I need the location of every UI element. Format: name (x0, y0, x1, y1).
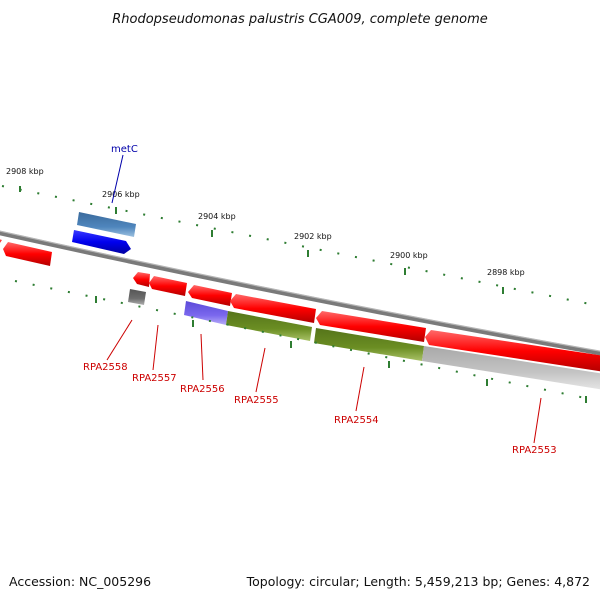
tick-label: 2908 kbp (6, 167, 44, 176)
gene-label-RPA2555[interactable]: RPA2555 (234, 395, 279, 406)
page-title: Rhodopseudomonas palustris CGA009, compl… (112, 12, 488, 27)
tick-label: 2904 kbp (198, 212, 236, 221)
gene-arrow[interactable] (0, 238, 2, 250)
genome-backbone (0, 230, 600, 356)
gene-label-RPA2558[interactable]: RPA2558 (83, 362, 128, 373)
leader-line (200, 333, 204, 381)
metC-gene-arrow[interactable] (72, 230, 131, 254)
outer-major-ticks (19, 186, 504, 294)
gene-label-RPA2553[interactable]: RPA2553 (512, 445, 557, 456)
feature-block-purple[interactable] (184, 301, 228, 325)
leader-line (255, 347, 266, 393)
gene-label-RPA2557[interactable]: RPA2557 (132, 373, 177, 384)
topology-text: Topology: circular; Length: 5,459,213 bp… (246, 574, 590, 589)
gene-arrow[interactable] (188, 285, 232, 306)
gene-label-RPA2554[interactable]: RPA2554 (334, 415, 379, 426)
leader-line (355, 366, 365, 412)
gene-label-metC[interactable]: metC (111, 144, 138, 155)
gene-label-RPA2556[interactable]: RPA2556 (180, 384, 225, 395)
gene-arrow[interactable] (133, 272, 150, 287)
tick-labels: 2908 kbp 2906 kbp 2904 kbp 2902 kbp 2900… (6, 167, 525, 277)
feature-row (128, 289, 600, 390)
feature-block-olive[interactable] (314, 328, 424, 361)
gene-arrow[interactable] (149, 276, 187, 296)
tick-label: 2898 kbp (487, 268, 525, 277)
gene-arrow[interactable] (3, 242, 52, 266)
tick-label: 2906 kbp (102, 190, 140, 199)
leader-line (533, 397, 542, 444)
tick-label: 2900 kbp (390, 251, 428, 260)
gene-arrow[interactable] (230, 294, 316, 323)
gene-arrow[interactable] (316, 311, 426, 342)
leader-line (111, 154, 124, 204)
feature-block-gray[interactable] (422, 346, 600, 390)
accession-text: Accession: NC_005296 (9, 574, 151, 589)
metC-feature-bar[interactable] (77, 212, 136, 237)
gene-labels: metC RPA2558 RPA2557 RPA2556 RPA2555 RPA… (83, 144, 557, 456)
inner-major-ticks (95, 296, 587, 403)
metC-gene-group[interactable] (72, 212, 136, 254)
leader-line (152, 324, 159, 371)
leader-line (106, 319, 133, 361)
tick-label: 2902 kbp (294, 232, 332, 241)
gene-arrow[interactable] (425, 330, 600, 372)
feature-block-dark[interactable] (128, 289, 146, 305)
gene-row-forward (0, 238, 600, 372)
feature-block-olive[interactable] (226, 311, 312, 341)
